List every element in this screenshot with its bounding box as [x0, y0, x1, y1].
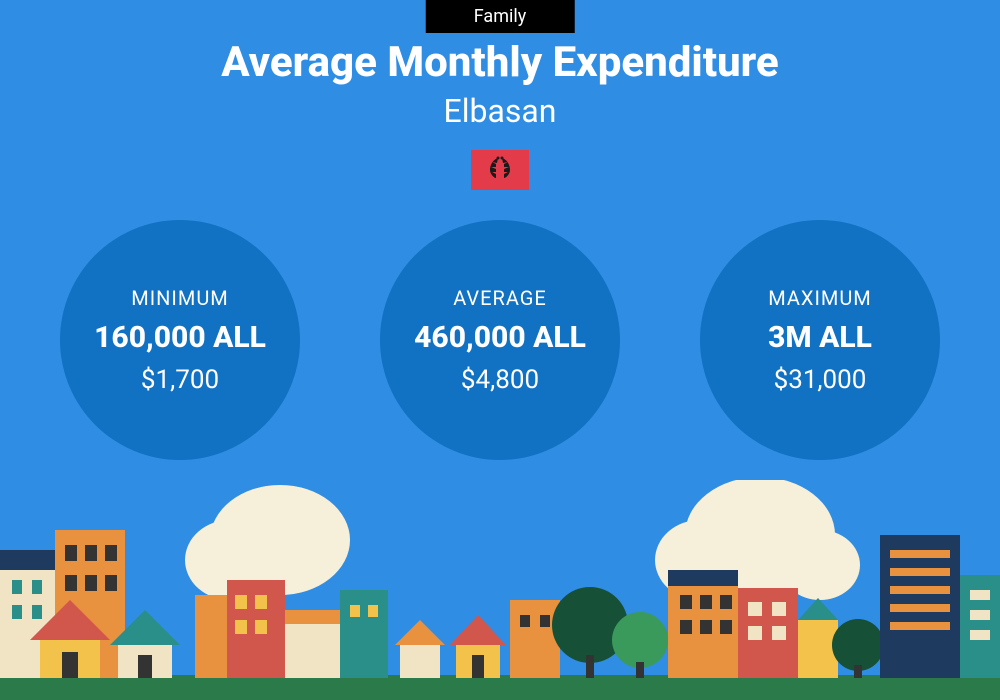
category-tab-label: Family: [474, 6, 527, 27]
stat-value: 160,000 ALL: [94, 320, 266, 355]
stat-circle-average: AVERAGE 460,000 ALL $4,800: [380, 220, 620, 460]
category-tab: Family: [426, 0, 575, 33]
stat-circle-row: MINIMUM 160,000 ALL $1,700 AVERAGE 460,0…: [0, 220, 1000, 460]
stat-usd: $1,700: [141, 365, 219, 395]
cityscape-illustration: [0, 480, 1000, 700]
stat-value: 3M ALL: [768, 320, 872, 355]
stat-usd: $4,800: [461, 365, 539, 395]
stat-label: MAXIMUM: [768, 286, 872, 310]
stat-value: 460,000 ALL: [414, 320, 586, 355]
page-subtitle: Elbasan: [0, 92, 1000, 130]
stat-circle-maximum: MAXIMUM 3M ALL $31,000: [700, 220, 940, 460]
stat-label: MINIMUM: [131, 286, 229, 310]
stat-circle-minimum: MINIMUM 160,000 ALL $1,700: [60, 220, 300, 460]
flag-icon: [471, 150, 529, 190]
stat-label: AVERAGE: [453, 286, 547, 310]
stat-usd: $31,000: [774, 365, 867, 395]
page-title: Average Monthly Expenditure: [0, 38, 1000, 87]
